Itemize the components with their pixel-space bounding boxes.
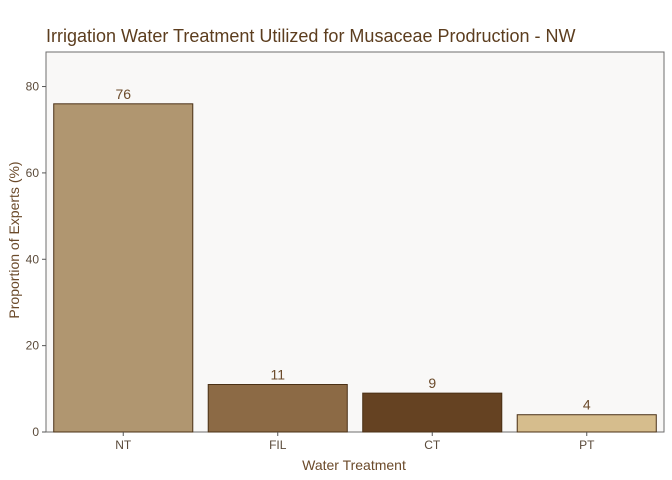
x-axis-title: Water Treatment bbox=[302, 457, 406, 473]
data-label-nt: 76 bbox=[115, 86, 131, 102]
y-tick-label: 20 bbox=[26, 339, 40, 353]
x-axis: NT FIL CT PT bbox=[115, 432, 595, 452]
y-tick-label: 40 bbox=[26, 252, 40, 266]
bars: 76 11 9 4 bbox=[53, 86, 657, 433]
bar-fil bbox=[207, 384, 348, 433]
data-label-ct: 9 bbox=[428, 375, 436, 391]
y-axis-title: Proportion of Experts (%) bbox=[6, 161, 22, 318]
y-axis: 0 20 40 60 80 bbox=[26, 80, 46, 439]
y-tick-label: 0 bbox=[32, 425, 39, 439]
y-tick-label: 60 bbox=[26, 166, 40, 180]
x-tick-label-pt: PT bbox=[579, 438, 595, 452]
bar-pt bbox=[516, 414, 657, 433]
x-tick-label-ct: CT bbox=[424, 438, 441, 452]
x-tick-label-fil: FIL bbox=[269, 438, 287, 452]
data-label-pt: 4 bbox=[583, 397, 591, 413]
chart-title: Irrigation Water Treatment Utilized for … bbox=[46, 26, 576, 46]
y-tick-label: 80 bbox=[26, 80, 40, 94]
bar-ct bbox=[362, 392, 503, 433]
data-label-fil: 11 bbox=[270, 367, 285, 383]
x-tick-label-nt: NT bbox=[115, 438, 132, 452]
bar-nt bbox=[53, 103, 194, 433]
